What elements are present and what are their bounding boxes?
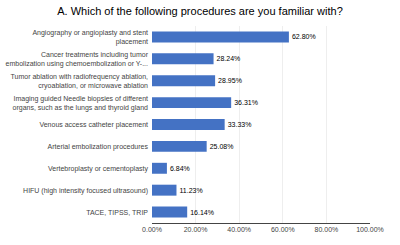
svg-text:6.84%: 6.84% <box>170 165 190 172</box>
svg-text:Cancer treatments including tu: Cancer treatments including tumoremboliz… <box>6 51 149 68</box>
svg-text:HIFU (high intensity focused u: HIFU (high intensity focused ultrasound) <box>23 187 148 195</box>
svg-text:60.00%: 60.00% <box>271 226 295 233</box>
svg-text:40.00%: 40.00% <box>227 226 251 233</box>
svg-text:Venous access catheter placeme: Venous access catheter placement <box>39 121 148 129</box>
svg-text:100.00%: 100.00% <box>356 226 384 233</box>
svg-text:Imaging guided Needle biopsies: Imaging guided Needle biopsies of differ… <box>13 95 149 112</box>
svg-text:Arterial embolization procedur: Arterial embolization procedures <box>48 143 149 151</box>
svg-text:Vertebroplasty or cementoplast: Vertebroplasty or cementoplasty <box>48 165 148 173</box>
svg-text:16.14%: 16.14% <box>190 209 214 216</box>
svg-text:33.33%: 33.33% <box>228 121 252 128</box>
svg-text:TACE, TIPSS, TRIP: TACE, TIPSS, TRIP <box>86 209 148 216</box>
svg-text:28.24%: 28.24% <box>217 55 241 62</box>
svg-text:28.95%: 28.95% <box>218 77 242 84</box>
svg-text:11.23%: 11.23% <box>179 187 202 194</box>
svg-text:36.31%: 36.31% <box>234 99 258 106</box>
svg-text:62.80%: 62.80% <box>292 33 316 40</box>
svg-text:80.00%: 80.00% <box>315 226 339 233</box>
svg-text:Tumor ablation with radiofrequ: Tumor ablation with radiofrequency ablat… <box>11 73 149 90</box>
svg-text:A. Which of the following proc: A. Which of the following procedures are… <box>57 5 343 17</box>
svg-text:20.00%: 20.00% <box>184 226 208 233</box>
svg-text:25.08%: 25.08% <box>210 143 234 150</box>
svg-text:0.00%: 0.00% <box>142 226 162 233</box>
svg-text:Angiography or angioplasty and: Angiography or angioplasty and stentplac… <box>32 29 148 46</box>
